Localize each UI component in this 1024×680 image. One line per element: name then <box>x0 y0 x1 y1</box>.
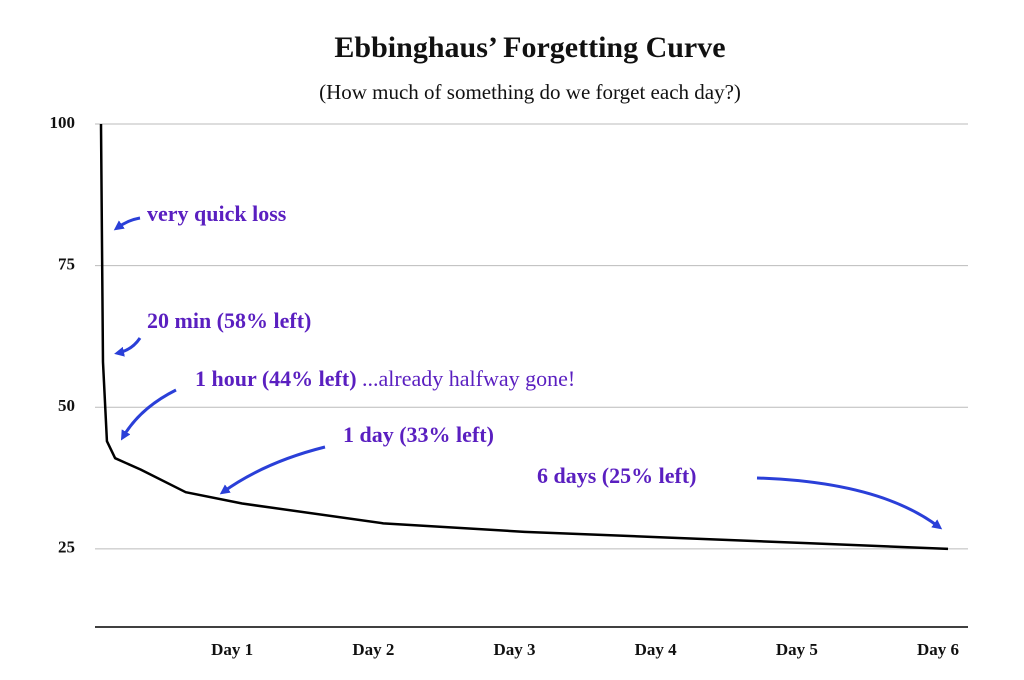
x-tick-label: Day 1 <box>211 640 253 659</box>
x-tick-label: Day 5 <box>776 640 818 659</box>
annotations: very quick loss 20 min (58% left) 1 hour… <box>113 201 943 530</box>
y-tick-label: 75 <box>58 255 75 274</box>
x-tick-label: Day 3 <box>493 640 535 659</box>
arrow <box>120 388 177 441</box>
arrow <box>219 445 326 495</box>
chart-title: Ebbinghaus’ Forgetting Curve <box>334 31 725 64</box>
arrow <box>113 216 141 231</box>
x-tick-label: Day 4 <box>635 640 678 659</box>
annotation: 6 days (25% left) <box>537 463 696 488</box>
arrow <box>114 337 142 357</box>
chart-subtitle: (How much of something do we forget each… <box>319 80 741 104</box>
y-tick-label: 100 <box>50 113 76 132</box>
annotation: very quick loss <box>147 201 287 226</box>
x-tick-label: Day 2 <box>352 640 394 659</box>
plot-area: 25 50 75 100 Day 1 Day 2 Day 3 Day 4 Day 5 Day 6 <box>50 113 968 659</box>
annotation: 1 hour (44% left) ...already halfway gon… <box>195 366 575 391</box>
y-tick-label: 50 <box>58 396 75 415</box>
annotation-light: ...already halfway gone! <box>362 366 575 391</box>
line-series <box>99 123 949 551</box>
annotation: 20 min (58% left) <box>147 308 311 333</box>
y-tick-label: 25 <box>58 538 75 557</box>
x-tick-label: Day 6 <box>917 640 959 659</box>
annotation-bold: 1 hour (44% left) <box>195 366 357 391</box>
arrow <box>756 476 943 530</box>
annotation: 1 day (33% left) <box>343 422 494 447</box>
